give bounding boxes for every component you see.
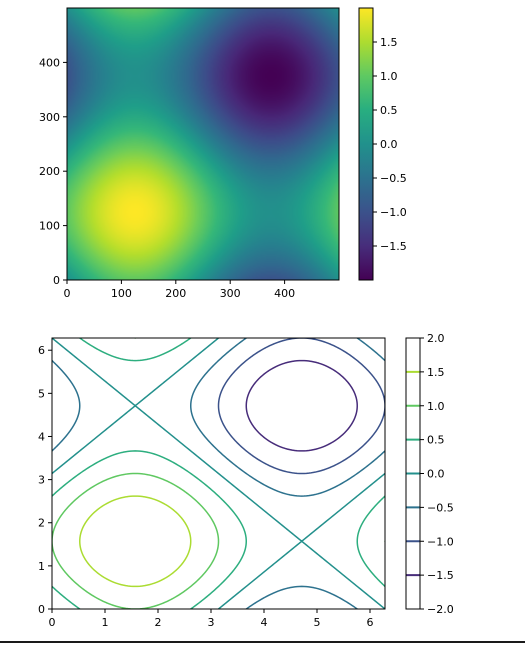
contour-x-tick-label: 0	[49, 616, 56, 629]
contour-colorbar: 2.0 1.5 1.0 0.5 0.0 −0.5 −1.0 −1.5 −2.0	[405, 332, 454, 616]
heatmap-colorbar: 1.5 1.0 0.5 0.0 −0.5 −1.0 −1.5	[358, 7, 407, 281]
heatmap-y-tick-label: 300	[39, 111, 60, 124]
contour-y-tick-label: 3	[38, 474, 45, 487]
heatmap-colorbar-tick-label: 1.5	[380, 36, 398, 49]
heatmap-colorbar-tick-label: 1.0	[380, 70, 398, 83]
contour-y-tick-label: 2	[38, 517, 45, 530]
contour-colorbar-tick-label: 1.0	[427, 400, 445, 413]
heatmap-x-tick-label: 100	[111, 287, 132, 300]
heatmap-colorbar-tick-label: −1.5	[380, 240, 407, 253]
contour-colorbar-tick-label: 2.0	[427, 332, 445, 345]
contour-lines	[52, 338, 385, 609]
heatmap-y-tick-label: 200	[39, 165, 60, 178]
contour-y-tick-label: 0	[38, 603, 45, 616]
contour-level-line	[245, 359, 358, 452]
heatmap-colorbar-tick-label: 0.0	[380, 138, 398, 151]
contour-colorbar-tick-label: 1.5	[427, 366, 445, 379]
heatmap-x-tick-label: 400	[274, 287, 295, 300]
contour-y-tick-label: 6	[38, 344, 45, 357]
contour-level-line	[52, 338, 385, 609]
heatmap-x-tick-label: 200	[165, 287, 186, 300]
heatmap-x-axis: 0 100 200 300 400	[64, 280, 295, 300]
contour-y-axis: 0 1 2 3 4 5 6	[38, 344, 52, 616]
heatmap-chart: 0 100 200 300 400 0 100 200 300 400	[39, 7, 340, 300]
contour-level-line	[52, 338, 385, 609]
contour-x-tick-label: 5	[313, 616, 320, 629]
contour-colorbar-tick-label: 0.0	[427, 468, 445, 481]
window-bottom-border	[0, 641, 525, 643]
contour-x-tick-label: 2	[154, 616, 161, 629]
contour-y-tick-label: 5	[38, 387, 45, 400]
heatmap-x-tick-label: 0	[64, 287, 71, 300]
heatmap-frame	[66, 7, 340, 281]
contour-level-line	[79, 495, 192, 588]
heatmap-colorbar-gradient	[359, 8, 373, 280]
contour-x-tick-label: 1	[101, 616, 108, 629]
heatmap-y-axis: 0 100 200 300 400	[39, 56, 67, 287]
contour-x-tick-label: 3	[207, 616, 214, 629]
contour-colorbar-tick-label: 0.5	[427, 434, 445, 447]
contour-colorbar-ticks: 2.0 1.5 1.0 0.5 0.0 −0.5 −1.0 −1.5 −2.0	[420, 332, 454, 616]
heatmap-colorbar-tick-label: −0.5	[380, 172, 407, 185]
heatmap-y-tick-label: 100	[39, 220, 60, 233]
heatmap-colorbar-tick-label: 0.5	[380, 104, 398, 117]
contour-frame	[51, 337, 386, 610]
contour-colorbar-levels	[406, 370, 420, 577]
contour-x-tick-label: 4	[260, 616, 267, 629]
contour-level-line	[52, 338, 385, 609]
contour-y-tick-label: 1	[38, 560, 45, 573]
heatmap-colorbar-ticks: 1.5 1.0 0.5 0.0 −0.5 −1.0 −1.5	[373, 36, 407, 253]
contour-colorbar-tick-label: −2.0	[427, 603, 454, 616]
heatmap-x-tick-label: 300	[220, 287, 241, 300]
heatmap-y-tick-label: 0	[53, 274, 60, 287]
contour-x-axis: 0 1 2 3 4 5 6	[49, 609, 373, 629]
contour-colorbar-tick-label: −0.5	[427, 501, 454, 514]
contour-y-tick-label: 4	[38, 430, 45, 443]
contour-x-tick-label: 6	[366, 616, 373, 629]
contour-colorbar-tick-label: −1.0	[427, 535, 454, 548]
heatmap-image	[67, 8, 339, 280]
contour-chart: 0 1 2 3 4 5 6 0 1 2 3 4 5 6	[38, 337, 386, 629]
contour-level-line	[217, 338, 385, 475]
contour-colorbar-tick-label: −1.5	[427, 569, 454, 582]
heatmap-colorbar-tick-label: −1.0	[380, 206, 407, 219]
heatmap-y-tick-label: 400	[39, 56, 60, 69]
